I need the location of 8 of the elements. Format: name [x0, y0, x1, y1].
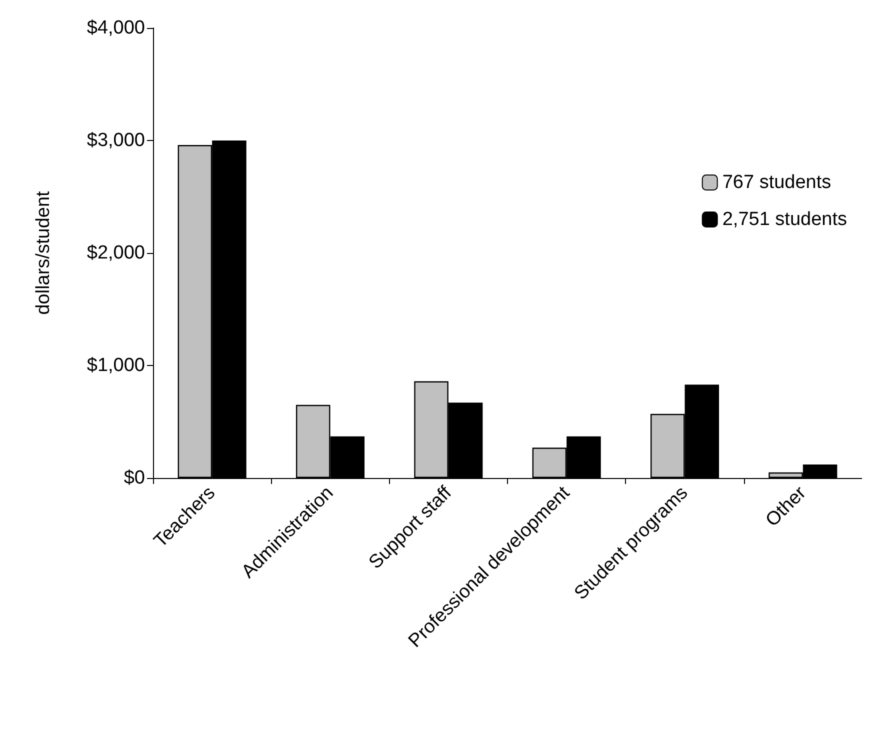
- legend-label: 2,751 students: [722, 209, 848, 230]
- y-tick-label: $3,000: [86, 130, 145, 151]
- legend-label: 767 students: [722, 172, 832, 193]
- y-tick-label: $0: [124, 468, 145, 488]
- y-axis-title: dollars/student: [33, 190, 54, 315]
- y-tick-label: $2,000: [86, 242, 145, 264]
- y-tick-label: $4,000: [86, 18, 145, 38]
- y-tick-label: $1,000: [86, 355, 145, 376]
